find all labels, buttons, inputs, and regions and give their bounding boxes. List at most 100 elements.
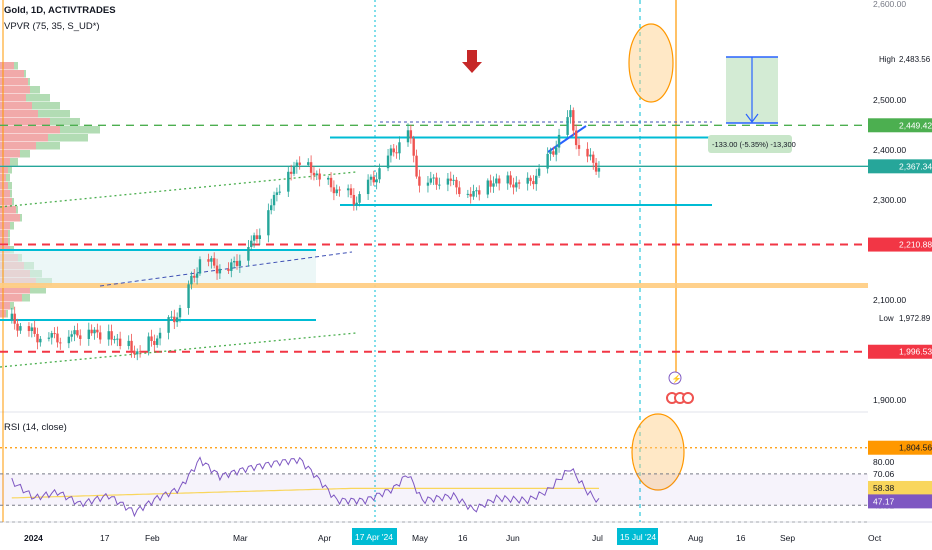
candle-body	[415, 155, 418, 177]
time-highlight-label: 15 Jul '24	[620, 532, 656, 542]
volume-profile-bar-buy	[50, 118, 80, 126]
volume-profile-bar-sell	[0, 150, 20, 158]
time-label: Oct	[868, 533, 882, 543]
candle-body	[495, 178, 498, 184]
candle-body	[53, 333, 56, 335]
rsi-indicator-label[interactable]: RSI (14, close)	[4, 422, 67, 433]
candle-body	[289, 171, 293, 174]
volume-profile-bar-sell	[0, 86, 30, 94]
candle-body	[446, 178, 450, 185]
candle-body	[332, 187, 336, 194]
time-label: Apr	[318, 533, 331, 543]
candle-body	[486, 180, 489, 195]
symbol-title[interactable]: Gold, 1D, ACTIVTRADES	[4, 5, 116, 16]
candle-body	[67, 336, 71, 344]
lightning-event-icon	[668, 371, 682, 385]
candle-body	[366, 179, 370, 195]
volume-profile-bar-sell	[0, 94, 26, 102]
price-tick-label: 2,100.00	[873, 295, 906, 305]
volume-profile-bar-sell	[0, 302, 10, 310]
candle-body	[30, 327, 33, 332]
candle-body	[19, 326, 22, 331]
volume-profile-bar-buy	[48, 134, 88, 142]
candle-body	[318, 173, 321, 180]
vpvr-indicator-label[interactable]: VPVR (75, 35, S_UD*)	[4, 21, 100, 32]
candle-body	[278, 191, 281, 193]
candle-body	[526, 177, 529, 184]
time-label: Aug	[688, 533, 703, 543]
volume-profile-bar-buy	[10, 302, 14, 310]
candle-body	[355, 202, 358, 205]
price-axis-background	[868, 0, 932, 550]
candle-body	[449, 178, 452, 181]
candle-body	[398, 142, 401, 154]
low-label: Low	[879, 314, 894, 323]
candle-body	[130, 340, 133, 351]
candle-body	[113, 339, 116, 341]
candle-body	[435, 177, 438, 185]
candle-body	[136, 351, 139, 355]
time-label: Mar	[233, 533, 248, 543]
candle-body	[594, 162, 598, 172]
candle-body	[270, 205, 273, 211]
candle-body	[586, 148, 589, 157]
candle-body	[133, 350, 136, 355]
rsi-badge-bg	[868, 480, 932, 495]
volume-profile-bar-buy	[38, 110, 70, 118]
candle-body	[50, 333, 53, 338]
candles	[10, 104, 601, 361]
candle-body	[207, 259, 210, 262]
price-tick-label: 1,900.00	[873, 395, 906, 405]
price-badge-bg	[868, 344, 932, 359]
candle-body	[574, 130, 578, 146]
candle-body	[592, 154, 595, 163]
trendline-mid	[99, 251, 353, 287]
candle-body	[517, 182, 521, 184]
candle-body	[195, 273, 199, 278]
candle-body	[287, 171, 290, 192]
candle-body	[335, 189, 338, 194]
candle-body	[272, 194, 276, 206]
candle-body	[555, 147, 558, 155]
candle-body	[472, 191, 475, 197]
measure-arrow-head	[745, 113, 759, 123]
volume-profile-bar-buy	[14, 62, 18, 70]
price-tick-label: 2,500.00	[873, 95, 906, 105]
candle-body	[215, 265, 219, 274]
time-label: Sep	[780, 533, 795, 543]
volume-profile-bar-buy	[30, 286, 46, 294]
time-highlight-label: 17 Apr '24	[355, 532, 393, 542]
candle-body	[218, 268, 222, 274]
trendline-upper	[0, 171, 357, 208]
rsi-tick-label: 70.06	[873, 469, 895, 479]
candle-body	[552, 151, 555, 155]
time-label: Jun	[506, 533, 520, 543]
candle-body	[532, 181, 535, 185]
volume-profile-bar-sell	[0, 134, 48, 142]
candle-body	[455, 179, 458, 188]
candle-body	[33, 327, 36, 334]
candle-body	[238, 260, 242, 266]
candle-body	[307, 162, 310, 165]
candle-body	[292, 166, 296, 174]
time-label: 16	[736, 533, 746, 543]
candle-body	[309, 162, 313, 173]
candle-body	[255, 235, 259, 240]
candle-body	[36, 333, 39, 343]
candle-body	[110, 331, 113, 340]
candle-body	[312, 172, 316, 176]
candle-body	[557, 134, 561, 148]
candle-body	[549, 151, 552, 154]
price-badge: 2,449.42	[899, 120, 932, 130]
candle-body	[375, 179, 378, 183]
candle-body	[250, 240, 253, 248]
candle-body	[16, 323, 19, 331]
candle-body	[492, 183, 495, 187]
candle-body	[535, 175, 538, 185]
candle-body	[247, 247, 250, 261]
candle-body	[358, 194, 361, 203]
volume-profile-bar-buy	[26, 94, 50, 102]
candle-body	[39, 338, 42, 343]
volume-profile-bar-sell	[0, 166, 8, 174]
